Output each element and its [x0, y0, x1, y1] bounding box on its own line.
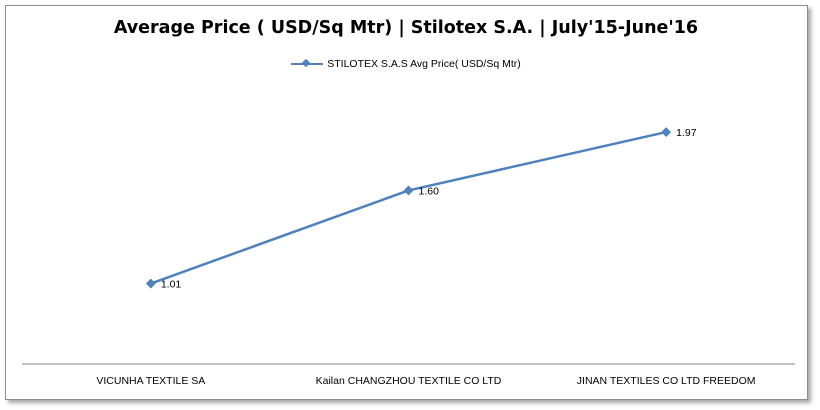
- chart-title: Average Price ( USD/Sq Mtr) | Stilotex S…: [113, 18, 699, 38]
- series-line: [150, 130, 667, 285]
- data-label: 1.97: [676, 127, 697, 139]
- chart-frame: [5, 5, 808, 400]
- data-point: [661, 127, 672, 138]
- data-label: 1.60: [419, 185, 440, 197]
- data-label: 1.01: [161, 279, 182, 291]
- legend-label: STILOTEX S.A.S Avg Price( USD/Sq Mtr): [327, 58, 521, 70]
- data-point: [403, 185, 414, 196]
- x-tick-label: Kailan CHANGZHOU TEXTILE CO LTD: [316, 375, 502, 387]
- legend: STILOTEX S.A.S Avg Price( USD/Sq Mtr): [0, 58, 812, 70]
- x-tick-label: VICUNHA TEXTILE SA: [96, 375, 205, 387]
- x-tick-label: JINAN TEXTILES CO LTD FREEDOM: [577, 375, 756, 387]
- legend-swatch: [291, 58, 324, 69]
- data-point: [145, 278, 156, 289]
